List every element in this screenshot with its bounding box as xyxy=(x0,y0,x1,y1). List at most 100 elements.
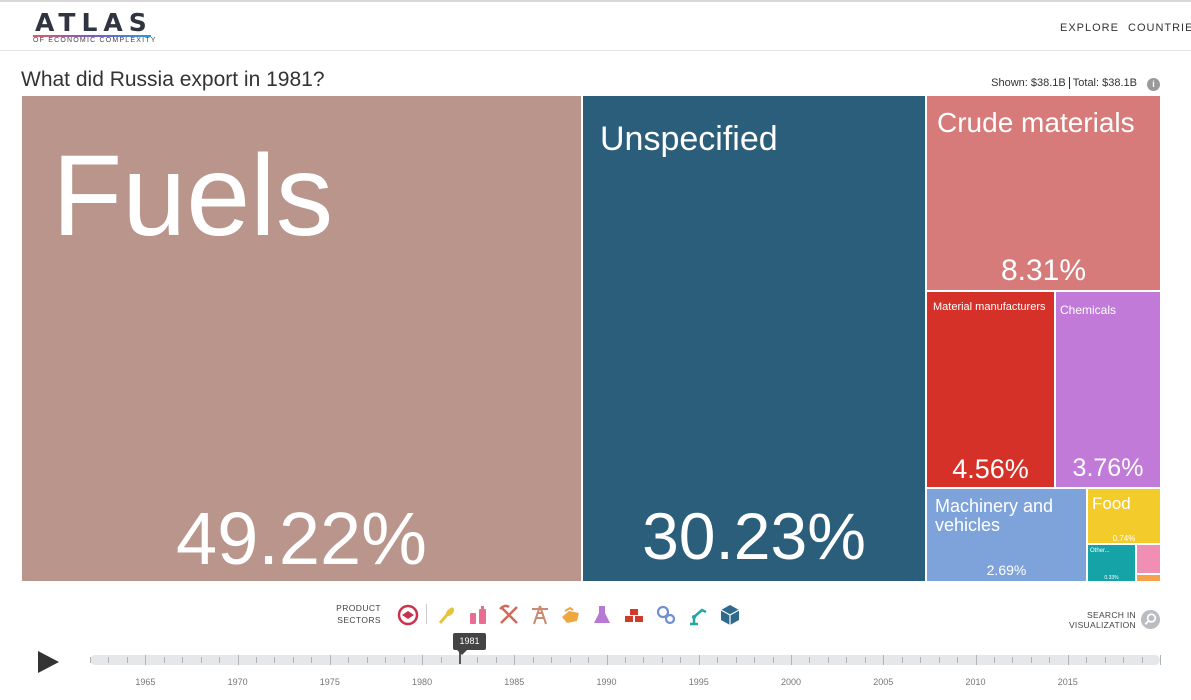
timeline-year-label: 2010 xyxy=(965,677,986,687)
tile-percent: 0.33% xyxy=(1104,575,1119,581)
services-icon[interactable] xyxy=(396,603,420,627)
page-title: What did Russia export in 1981? xyxy=(21,68,325,91)
timeline-year-label: 1975 xyxy=(319,677,340,687)
timeline-year-label: 1995 xyxy=(688,677,709,687)
top-border xyxy=(0,0,1191,2)
shown-total-summary: Shown: $38.1B Total: $38.1B xyxy=(991,77,1137,90)
logo-title: ATLAS xyxy=(35,8,153,37)
timeline-tick xyxy=(90,657,91,663)
timeline-tick xyxy=(717,657,719,663)
tile-percent: 2.69% xyxy=(986,562,1027,578)
site-header: ATLAS OF ECONOMIC COMPLEXITY EXPLORE COU… xyxy=(0,2,1191,51)
other-box-icon[interactable] xyxy=(718,603,742,627)
nav-explore[interactable]: EXPLORE xyxy=(1060,22,1119,34)
product-sectors-label: PRODUCT SECTORS xyxy=(333,602,381,626)
chemicals-icon[interactable] xyxy=(590,603,614,627)
timeline-tick xyxy=(827,657,829,663)
sectors-label-line2: SECTORS xyxy=(337,615,381,625)
logo-subtitle: OF ECONOMIC COMPLEXITY xyxy=(33,37,157,44)
timeline-year-label: 1980 xyxy=(412,677,433,687)
timeline-tick xyxy=(532,657,534,663)
treemap-tile-other[interactable]: Other... 0.33% xyxy=(1087,544,1136,582)
timeline-tick xyxy=(1030,657,1032,663)
stone-icon[interactable] xyxy=(559,603,583,627)
treemap-tile-textiles[interactable] xyxy=(1136,544,1161,574)
timeline-tick xyxy=(329,655,331,665)
timeline-tick xyxy=(588,657,590,663)
timeline-tick xyxy=(846,657,848,663)
timeline-tick xyxy=(735,657,737,663)
shown-value: $38.1B xyxy=(1030,77,1066,89)
treemap-tile-machinery-vehicles[interactable]: Machinery and vehicles 2.69% xyxy=(926,488,1087,582)
timeline-tick xyxy=(754,657,756,663)
summary-divider xyxy=(1068,77,1070,90)
timeline-tick xyxy=(1086,657,1088,663)
timeline-tick xyxy=(920,657,922,663)
shown-label: Shown: xyxy=(991,77,1028,89)
minerals-icon[interactable] xyxy=(497,603,521,627)
timeline-tick xyxy=(625,657,626,663)
export-treemap: Fuels 49.22% Unspecified 30.23% Crude ma… xyxy=(21,95,1161,582)
timeline-handle[interactable] xyxy=(459,650,461,664)
timeline-tick xyxy=(606,655,608,665)
treemap-tile-food[interactable]: Food 0.74% xyxy=(1087,488,1161,544)
timeline-tick xyxy=(1012,657,1014,663)
logo-gradient-bar xyxy=(33,35,151,37)
tile-percent: 8.31% xyxy=(1000,254,1087,287)
timeline-tick xyxy=(661,657,663,663)
search-label-line2: VISUALIZATION xyxy=(1068,620,1136,630)
tile-percent: 4.56% xyxy=(952,454,1029,484)
timeline-tick xyxy=(145,655,147,665)
timeline-tick xyxy=(403,657,405,663)
textiles-icon[interactable] xyxy=(466,603,490,627)
tile-name: Unspecified xyxy=(600,120,778,158)
agriculture-icon[interactable] xyxy=(435,603,459,627)
info-icon[interactable]: i xyxy=(1147,78,1160,91)
tile-name: Crude materials xyxy=(937,107,1135,138)
timeline-tick xyxy=(643,657,645,663)
timeline-tick xyxy=(938,657,940,663)
timeline-year-label: 1985 xyxy=(504,677,525,687)
timeline-tick xyxy=(237,655,239,665)
timeline-tick xyxy=(569,657,571,663)
timeline-tick xyxy=(551,657,553,663)
tile-percent: 49.22% xyxy=(176,497,427,580)
timeline-tick xyxy=(772,657,774,663)
timeline-tick xyxy=(514,655,516,665)
treemap-tile-material-manufacturers[interactable]: Material manufacturers 4.56% xyxy=(926,291,1055,488)
timeline-year-label: 1970 xyxy=(227,677,248,687)
timeline-tick xyxy=(680,657,682,663)
tile-percent: 30.23% xyxy=(642,499,866,573)
oil-rig-icon[interactable] xyxy=(528,603,552,627)
timeline-tick xyxy=(1104,657,1106,663)
timeline-tick xyxy=(864,657,866,663)
timeline-tick xyxy=(1067,655,1069,665)
timeline-tick xyxy=(883,655,885,665)
metals-icon[interactable] xyxy=(622,603,646,627)
timeline-tick xyxy=(809,657,811,663)
nav-countries[interactable]: COUNTRIES xyxy=(1128,22,1191,34)
total-value: $38.1B xyxy=(1102,77,1137,89)
search-icon[interactable] xyxy=(1140,609,1161,630)
tile-name: Food xyxy=(1092,494,1131,513)
year-timeline-slider[interactable] xyxy=(90,655,1161,665)
treemap-tile-crude-materials[interactable]: Crude materials 8.31% xyxy=(926,95,1161,291)
tile-percent: 3.76% xyxy=(1072,454,1144,482)
timeline-tick xyxy=(698,655,700,665)
treemap-tile-chemicals[interactable]: Chemicals 3.76% xyxy=(1055,291,1161,488)
treemap-tile-stone[interactable] xyxy=(1136,574,1161,582)
electronics-robot-icon[interactable] xyxy=(686,603,710,627)
timeline-year-label: 1990 xyxy=(596,677,617,687)
treemap-tile-fuels[interactable]: Fuels 49.22% xyxy=(21,95,582,582)
timeline-tick xyxy=(1160,655,1161,665)
machinery-gears-icon[interactable] xyxy=(654,603,678,627)
timeline-tick xyxy=(495,657,497,663)
timeline-tick xyxy=(108,657,110,663)
timeline-year-label: 1965 xyxy=(135,677,156,687)
timeline-tick xyxy=(182,657,184,663)
treemap-tile-unspecified[interactable]: Unspecified 30.23% xyxy=(582,95,926,582)
sectors-label-line1: PRODUCT xyxy=(336,603,381,613)
play-button[interactable] xyxy=(38,651,59,673)
timeline-tick xyxy=(791,655,793,665)
atlas-logo[interactable]: ATLAS OF ECONOMIC COMPLEXITY xyxy=(30,6,160,48)
